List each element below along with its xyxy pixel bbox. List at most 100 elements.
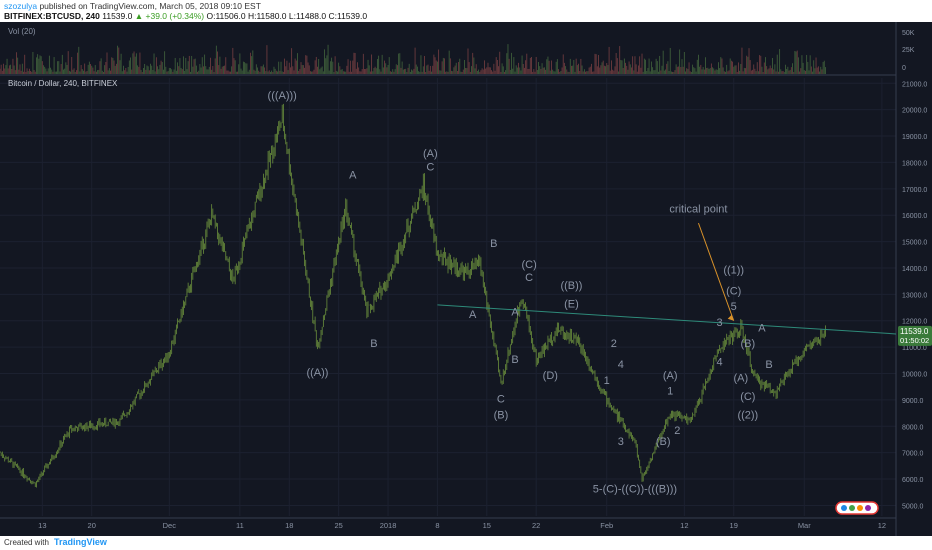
- trendline[interactable]: [437, 304, 897, 335]
- y-tick-label: 17000.0: [902, 187, 927, 194]
- open-value: O:11506.0: [206, 11, 246, 21]
- chart-svg[interactable]: Vol (20) 50K 25K 0 Bitcoin / Dollar, 240, …: [0, 22, 932, 536]
- x-tick-label: 2018: [380, 521, 397, 530]
- x-tick-label: 25: [334, 521, 342, 530]
- y-tick-label: 9000.0: [902, 398, 924, 405]
- last-price: 11539.0: [102, 11, 133, 21]
- y-tick-label: 16000.0: [902, 213, 927, 220]
- y-tick-label: 7000.0: [902, 451, 924, 458]
- wave-label: (C): [521, 259, 536, 271]
- wave-label: B: [765, 359, 772, 371]
- wave-label: (B): [494, 409, 509, 421]
- wave-label: 2: [674, 425, 680, 437]
- volume-tick-label: 0: [902, 65, 906, 72]
- time-axis: 13 20 Dec 11 18 25 2018 8 15 22 Feb 12 19 Mar 12: [0, 517, 896, 530]
- wave-label: 1: [667, 386, 673, 398]
- y-tick-label: 15000.0: [902, 240, 927, 247]
- critical-point-arrow[interactable]: [697, 222, 735, 321]
- wave-label: ((B)): [560, 280, 582, 292]
- wave-label: (B): [741, 338, 756, 350]
- created-with-text: Created with: [4, 538, 49, 547]
- wave-label: critical point: [669, 204, 727, 216]
- y-tick-label: 11000.0: [902, 345, 927, 352]
- wave-label: B: [490, 238, 497, 250]
- x-tick-label: 15: [483, 521, 491, 530]
- badge-countdown: 01:50:02: [900, 336, 929, 345]
- wave-label: 1: [604, 375, 610, 387]
- close-value: C:11539.0: [328, 11, 368, 21]
- wave-label: 2: [611, 338, 617, 350]
- wave-label: ((A)): [306, 367, 328, 379]
- published-text: published on TradingView.com, March 05, …: [39, 1, 261, 11]
- events-icon[interactable]: [835, 501, 879, 515]
- wave-label: (E): [564, 299, 579, 311]
- wave-label: (B): [656, 436, 671, 448]
- y-tick-label: 8000.0: [902, 424, 924, 431]
- wave-label: (C): [740, 391, 755, 403]
- x-tick-label: 12: [878, 521, 886, 530]
- wave-label: A: [758, 322, 766, 334]
- price-axis: 21000.0 20000.0 19000.0 18000.0 17000.0 16000…: [902, 81, 927, 510]
- wave-label: C: [497, 394, 505, 406]
- wave-label: (((A))): [268, 90, 297, 102]
- grid: [0, 78, 896, 516]
- wave-label: 3: [717, 317, 723, 329]
- chart-area[interactable]: Vol (20) 50K 25K 0 Bitcoin / Dollar, 240, …: [0, 22, 932, 536]
- x-tick-label: 11: [236, 521, 244, 530]
- wave-label: A: [349, 169, 357, 181]
- chart-title: Bitcoin / Dollar, 240, BITFINEX: [8, 79, 118, 88]
- price-change: ▲ +39.0 (+0.34%): [134, 11, 205, 21]
- wave-label: (C): [726, 285, 741, 297]
- publish-info: szozulya published on TradingView.com, M…: [4, 1, 261, 11]
- x-tick-label: Feb: [600, 521, 613, 530]
- footer: Created with TradingView: [0, 536, 932, 550]
- publisher-link[interactable]: szozulya: [4, 1, 38, 11]
- wave-label: 3: [618, 436, 624, 448]
- y-tick-label: 6000.0: [902, 477, 924, 484]
- wave-label: A: [469, 309, 477, 321]
- last-price-badge: 11539.0 01:50:02: [898, 325, 932, 346]
- wave-label: (D): [543, 370, 558, 382]
- y-tick-label: 18000.0: [902, 160, 927, 167]
- x-tick-label: 8: [435, 521, 439, 530]
- badge-price: 11539.0: [900, 327, 929, 336]
- y-tick-label: 20000.0: [902, 108, 927, 115]
- wave-label: 5: [731, 301, 737, 313]
- arrowhead-icon: [727, 314, 734, 321]
- wave-labels: (((A)))((A))AB(A)CABC(B)(C)CAB(D)((B))(E…: [268, 90, 773, 495]
- low-value: L:11488.0: [288, 11, 327, 21]
- wave-label: A: [511, 306, 519, 318]
- wave-label: 4: [717, 357, 723, 369]
- x-tick-label: Mar: [798, 521, 811, 530]
- x-tick-label: 12: [680, 521, 688, 530]
- ohlc-line: BITFINEX:BTCUSD, 240 11539.0 ▲ +39.0 (+0…: [4, 11, 367, 21]
- high-value: H:11580.0: [247, 11, 287, 21]
- wave-label: (A): [733, 372, 748, 384]
- y-tick-label: 19000.0: [902, 134, 927, 141]
- wave-label: (A): [423, 148, 438, 160]
- tradingview-logo[interactable]: TradingView: [54, 537, 107, 547]
- x-tick-label: 20: [88, 521, 96, 530]
- x-tick-label: 18: [285, 521, 293, 530]
- wave-label: 4: [618, 359, 624, 371]
- volume-tick-label: 25K: [902, 47, 915, 54]
- x-tick-label: 19: [730, 521, 738, 530]
- wave-label: 5-(C)-((C))-(((B))): [593, 483, 677, 495]
- x-tick-label: 22: [532, 521, 540, 530]
- wave-label: C: [426, 161, 434, 173]
- volume-title: Vol (20): [8, 27, 36, 36]
- wave-label: ((1)): [723, 264, 744, 276]
- y-tick-label: 14000.0: [902, 266, 927, 273]
- volume-bars: [0, 44, 826, 74]
- y-tick-label: 21000.0: [902, 81, 927, 88]
- x-tick-label: 13: [38, 521, 46, 530]
- wave-label: C: [525, 272, 533, 284]
- y-tick-label: 5000.0: [902, 503, 924, 510]
- y-tick-label: 13000.0: [902, 292, 927, 299]
- wave-label: ((2)): [737, 409, 758, 421]
- symbol-label: BITFINEX:BTCUSD, 240: [4, 11, 100, 21]
- chart-header: szozulya published on TradingView.com, M…: [0, 0, 932, 22]
- wave-label: B: [511, 354, 518, 366]
- wave-label: (A): [663, 370, 678, 382]
- y-tick-label: 12000.0: [902, 319, 927, 326]
